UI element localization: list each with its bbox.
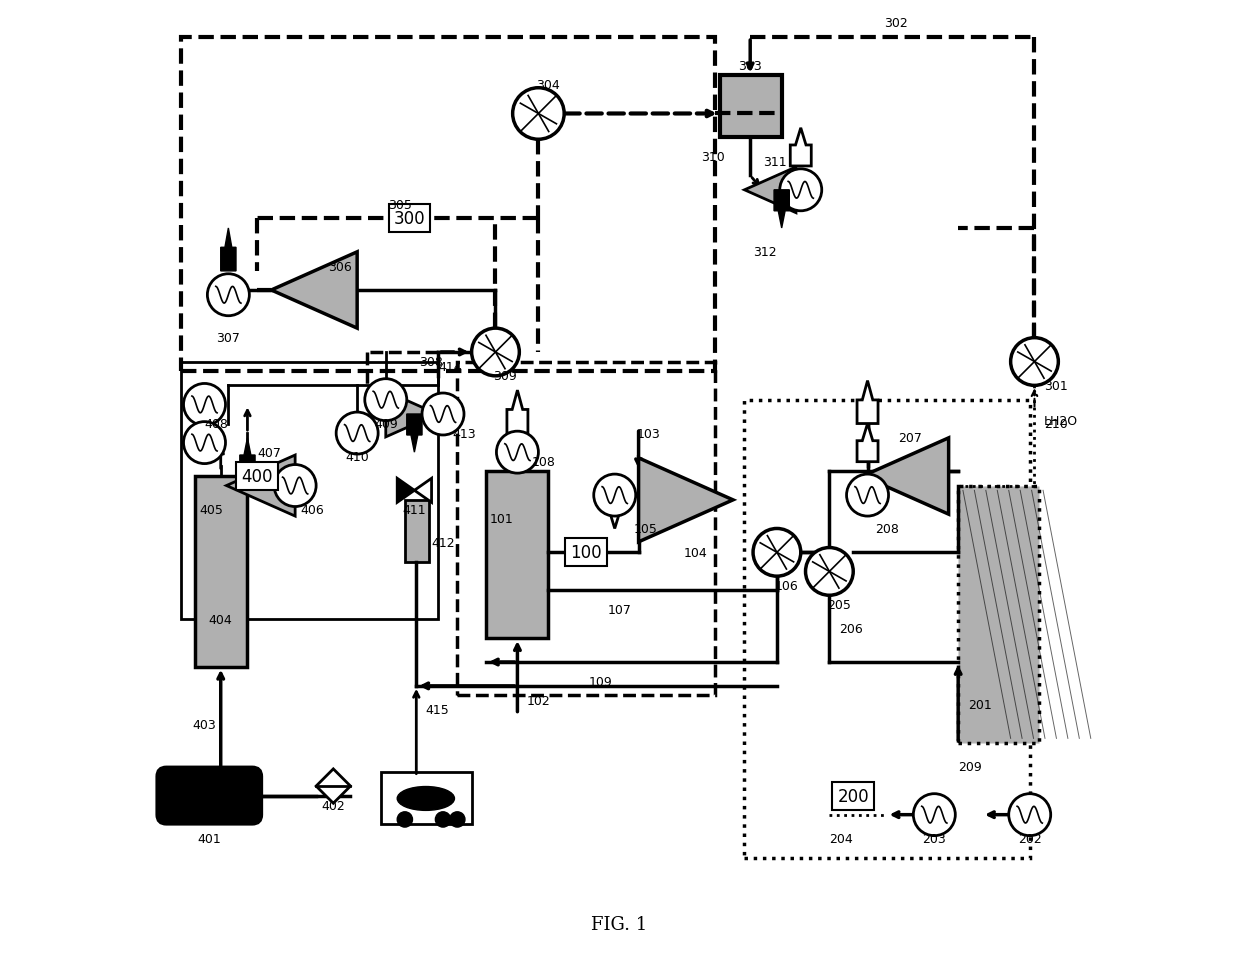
Circle shape [422, 394, 463, 436]
FancyBboxPatch shape [486, 472, 548, 639]
Polygon shape [790, 129, 812, 167]
Text: 205: 205 [826, 598, 851, 612]
Text: 407: 407 [256, 446, 281, 459]
Polygon shape [271, 253, 357, 329]
Polygon shape [414, 478, 431, 503]
Text: 202: 202 [1018, 832, 1042, 845]
Polygon shape [221, 229, 235, 272]
Text: 310: 310 [701, 151, 725, 164]
Text: 102: 102 [527, 694, 550, 707]
FancyBboxPatch shape [157, 767, 261, 824]
Text: 201: 201 [968, 699, 991, 712]
Text: 415: 415 [426, 703, 450, 717]
Text: 402: 402 [321, 799, 346, 812]
Text: 413: 413 [452, 427, 476, 440]
Polygon shape [638, 458, 733, 542]
Text: 307: 307 [217, 332, 240, 345]
Polygon shape [227, 456, 295, 517]
Circle shape [435, 812, 451, 827]
Text: 408: 408 [204, 417, 228, 431]
Text: 103: 103 [637, 427, 660, 440]
Circle shape [472, 329, 519, 376]
Text: 204: 204 [829, 832, 854, 845]
Text: 206: 206 [839, 622, 862, 636]
FancyBboxPatch shape [720, 76, 782, 138]
Text: 411: 411 [403, 503, 426, 517]
Polygon shape [745, 168, 795, 213]
Circle shape [183, 422, 225, 464]
Text: 414: 414 [439, 360, 462, 374]
FancyBboxPatch shape [958, 486, 1040, 743]
Text: LH2O: LH2O [1044, 415, 1078, 428]
Circle shape [364, 379, 406, 421]
Circle shape [336, 413, 378, 455]
Text: 107: 107 [607, 603, 632, 617]
Text: 311: 311 [762, 155, 787, 169]
Text: 309: 309 [493, 370, 517, 383]
Text: 100: 100 [570, 544, 602, 561]
FancyBboxPatch shape [382, 772, 472, 824]
Text: 108: 108 [532, 456, 555, 469]
Text: FIG. 1: FIG. 1 [591, 916, 648, 933]
Circle shape [846, 475, 888, 517]
FancyBboxPatch shape [405, 500, 429, 562]
Polygon shape [398, 478, 414, 503]
Circle shape [1009, 794, 1051, 836]
Circle shape [274, 465, 316, 507]
Text: 101: 101 [489, 513, 513, 526]
Circle shape [183, 384, 225, 426]
Text: 106: 106 [774, 579, 798, 593]
Polygon shape [857, 424, 878, 462]
Polygon shape [240, 438, 255, 476]
Circle shape [913, 794, 955, 836]
Text: 312: 312 [753, 246, 777, 259]
Text: 400: 400 [242, 468, 273, 485]
Text: 200: 200 [838, 787, 869, 804]
Polygon shape [385, 392, 437, 437]
Text: 109: 109 [589, 675, 612, 688]
Text: 300: 300 [394, 211, 425, 228]
Text: 404: 404 [209, 613, 233, 626]
Circle shape [805, 548, 854, 596]
Text: 207: 207 [898, 432, 922, 445]
Circle shape [1011, 338, 1058, 386]
Text: 406: 406 [300, 503, 323, 517]
Circle shape [398, 812, 413, 827]
Text: 403: 403 [192, 718, 216, 731]
Text: 301: 301 [1044, 379, 1068, 393]
Text: 203: 203 [923, 832, 947, 845]
Text: 209: 209 [958, 760, 983, 774]
Text: 104: 104 [684, 546, 707, 559]
Text: 304: 304 [536, 79, 560, 92]
Polygon shape [857, 381, 878, 424]
Text: 210: 210 [1044, 417, 1068, 431]
Text: 208: 208 [875, 522, 898, 536]
Text: 401: 401 [197, 832, 221, 845]
Text: 410: 410 [346, 451, 369, 464]
Text: 303: 303 [738, 60, 762, 73]
Text: 305: 305 [388, 198, 413, 212]
Text: 409: 409 [374, 417, 398, 431]
Text: 306: 306 [328, 260, 352, 274]
Text: 105: 105 [634, 522, 658, 536]
FancyBboxPatch shape [195, 476, 248, 667]
Text: 308: 308 [419, 355, 444, 369]
Circle shape [513, 89, 564, 140]
Text: 302: 302 [885, 17, 908, 30]
Polygon shape [774, 191, 789, 229]
Circle shape [497, 432, 539, 474]
Circle shape [593, 475, 636, 517]
Polygon shape [406, 415, 422, 453]
Circle shape [207, 274, 249, 316]
Circle shape [450, 812, 465, 827]
Ellipse shape [398, 787, 455, 810]
Polygon shape [605, 491, 626, 529]
Text: 412: 412 [431, 537, 455, 550]
Polygon shape [316, 769, 351, 803]
Polygon shape [507, 391, 528, 434]
Text: 405: 405 [199, 503, 223, 517]
Circle shape [779, 170, 821, 212]
Polygon shape [862, 438, 949, 515]
Circle shape [753, 529, 800, 577]
